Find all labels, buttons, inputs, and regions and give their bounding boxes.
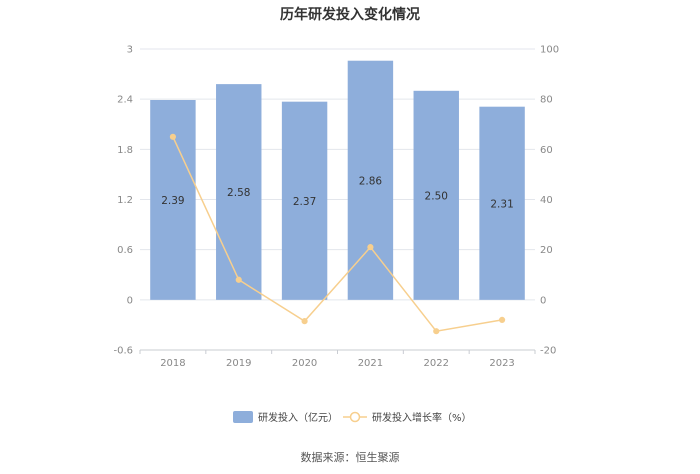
y-right-tick-label: 100 (540, 45, 559, 56)
legend-bar-swatch (233, 411, 253, 423)
bar-2023 (479, 106, 525, 300)
x-tick-label: 2019 (226, 358, 251, 369)
growth-point-2019 (235, 276, 242, 283)
x-tick-label: 2023 (489, 358, 514, 369)
y-left-tick-label: -0.6 (113, 346, 133, 357)
y-right-tick-label: 20 (540, 245, 553, 256)
growth-point-2021 (367, 244, 374, 251)
growth-point-2020 (301, 318, 308, 325)
bar-2021 (347, 60, 394, 300)
y-left-tick-label: 0.6 (117, 245, 133, 256)
x-tick-label: 2021 (358, 358, 383, 369)
bar-value-label: 2.31 (490, 198, 513, 210)
x-tick-label: 2018 (160, 358, 185, 369)
bar-2019 (216, 84, 262, 300)
bar-2018 (150, 100, 196, 300)
y-right-tick-label: 80 (540, 95, 553, 106)
bar-value-label: 2.37 (293, 196, 316, 208)
bar-value-label: 2.58 (227, 187, 250, 199)
bar-value-label: 2.86 (359, 175, 383, 187)
y-left-tick-label: 2.4 (117, 95, 133, 106)
y-right-tick-label: 40 (540, 195, 553, 206)
y-right-tick-label: -20 (540, 346, 556, 357)
growth-line (172, 136, 503, 333)
bar-2022 (413, 90, 459, 300)
chart-title: 历年研发投入变化情况 (280, 7, 420, 23)
growth-point-2023 (498, 316, 506, 323)
y-left-tick-label: 1.8 (117, 145, 133, 156)
x-tick-label: 2022 (424, 358, 449, 369)
legend-line-label: 研发投入增长率（%） (372, 411, 472, 424)
y-right-tick-label: 0 (540, 295, 546, 306)
growth-point-2018 (169, 133, 177, 140)
chart-source: 数据来源：恒生聚源 (300, 451, 400, 464)
legend-bar-label: 研发投入（亿元） (258, 411, 338, 424)
bar-2020 (281, 101, 328, 300)
bar-value-label: 2.39 (161, 195, 184, 207)
y-left-tick-label: 1.2 (117, 195, 133, 206)
legend-line-marker (349, 411, 361, 423)
bar-value-label: 2.50 (425, 190, 448, 202)
y-left-tick-label: 0 (127, 295, 133, 306)
x-tick-label: 2020 (292, 358, 317, 369)
y-left-tick-label: 3 (127, 45, 133, 56)
growth-point-2022 (433, 328, 440, 335)
y-right-tick-label: 60 (540, 145, 553, 156)
